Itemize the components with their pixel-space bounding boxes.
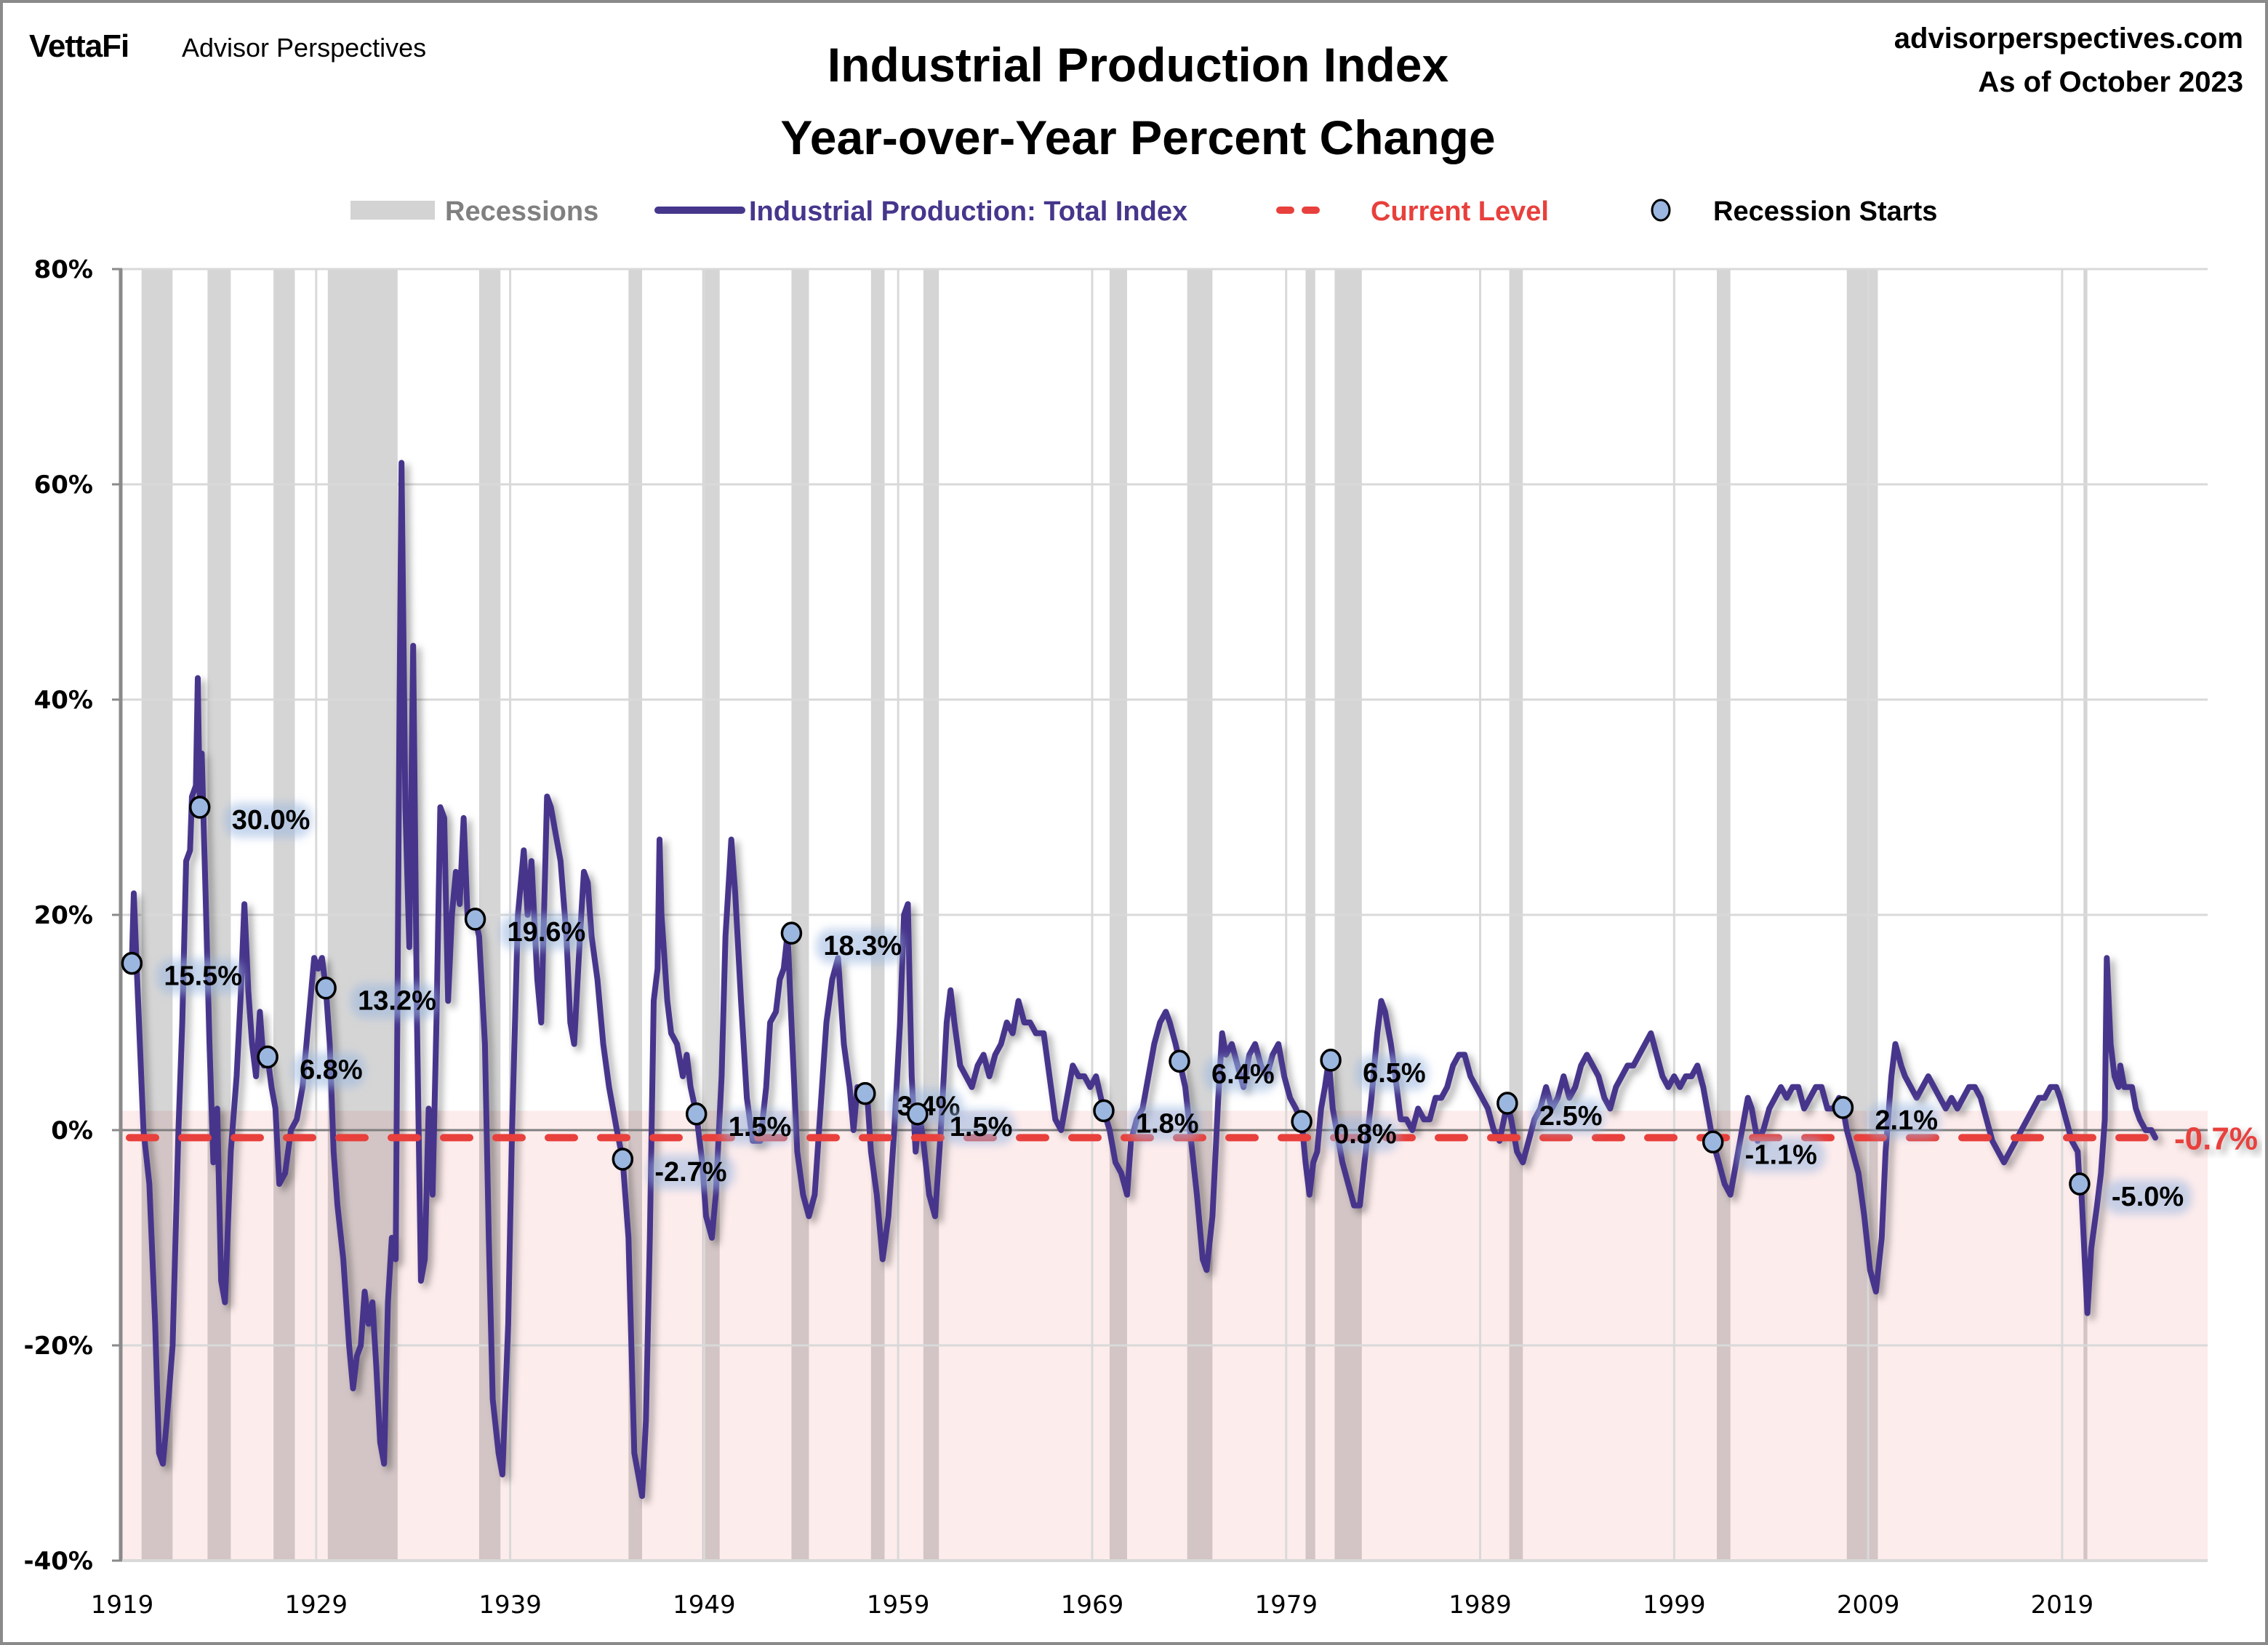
data-label-glow (1737, 1137, 1825, 1173)
data-label-glow (2104, 1180, 2192, 1214)
data-label-glow (224, 803, 312, 838)
brand-name: VettaFi (29, 28, 129, 64)
data-label-glow (1531, 1099, 1605, 1134)
x-tick-label: 1959 (867, 1590, 930, 1620)
recession-swatch-icon (350, 201, 435, 220)
recession-start-label: 6.4% (1211, 1059, 1275, 1089)
data-label-glow (156, 958, 244, 994)
recession-start-marker (257, 1045, 279, 1069)
recession-start-marker (1832, 1096, 1854, 1119)
x-tick-label: 2009 (1837, 1590, 1900, 1620)
data-label-glow (292, 1052, 366, 1088)
recession-start-label: 13.2% (358, 986, 436, 1017)
recession-start-label: 1.5% (950, 1112, 1013, 1142)
recession-start-label: 2.5% (1539, 1101, 1603, 1132)
recession-start-marker (854, 1081, 876, 1105)
legend-label-series: Industrial Production: Total Index (749, 196, 1187, 227)
recession-start-marker (907, 1102, 929, 1126)
x-tick-label: 1929 (285, 1590, 348, 1620)
recession-start-marker (1702, 1130, 1724, 1154)
legend-label-recessions: Recessions (445, 196, 598, 227)
recession-start-label: 6.8% (300, 1054, 363, 1085)
data-label-glow (350, 983, 438, 1019)
x-tick-label: 1919 (91, 1590, 154, 1620)
recession-start-marker (2069, 1172, 2091, 1196)
recession-start-marker (780, 921, 803, 945)
recession-start-label: 30.0% (232, 805, 310, 836)
recession-start-label: 1.8% (1136, 1108, 1199, 1139)
recession-start-label: -5.0% (2112, 1182, 2184, 1212)
brand-subtitle: Advisor Perspectives (182, 33, 426, 63)
recession-start-label: -1.1% (1745, 1140, 1817, 1170)
recession-start-marker (1320, 1049, 1342, 1072)
data-label-glow (1128, 1106, 1201, 1142)
recession-start-marker (1496, 1092, 1518, 1115)
y-tick-label: 20% (34, 901, 93, 930)
marker-circle-icon (1651, 199, 1671, 222)
legend-item-starts: Recession Starts (1651, 196, 1937, 227)
recession-start-label: 6.5% (1363, 1058, 1426, 1089)
recession-start-label: 0.8% (1334, 1119, 1397, 1150)
y-tick-label: 40% (34, 686, 93, 715)
recession-start-marker (1291, 1110, 1313, 1133)
legend-label-current: Current Level (1371, 196, 1549, 227)
source-site: advisorperspectives.com (1894, 23, 2243, 55)
data-label-glow (1204, 1057, 1278, 1092)
recession-start-marker (1093, 1099, 1115, 1123)
legend: Recessions Industrial Production: Total … (350, 196, 1937, 227)
chart-subtitle: Year-over-Year Percent Change (780, 111, 1495, 164)
chart-title: Industrial Production Index (828, 38, 1449, 92)
y-tick-label: 0% (51, 1116, 93, 1145)
recession-start-marker (121, 951, 143, 975)
y-tick-label: -20% (24, 1332, 94, 1361)
series-layer (129, 460, 2158, 1500)
legend-label-starts: Recession Starts (1713, 196, 1937, 227)
data-label-glow (500, 914, 588, 950)
data-label-glow (1867, 1102, 1941, 1138)
legend-item-series: Industrial Production: Total Index (654, 196, 1187, 227)
data-label-glow (816, 929, 904, 964)
x-tick-label: 1969 (1061, 1590, 1124, 1620)
data-label-glow (1355, 1055, 1429, 1091)
recession-start-marker (188, 796, 211, 819)
x-tick-label: 1949 (673, 1590, 736, 1620)
as-of-date: As of October 2023 (1978, 66, 2243, 98)
legend-item-recessions: Recessions (350, 196, 598, 227)
data-label-glow (647, 1154, 735, 1190)
recession-start-label: 19.6% (508, 917, 586, 948)
y-tick-label: 60% (34, 471, 93, 500)
recession-start-marker (464, 908, 486, 931)
data-label-glow (1326, 1117, 1400, 1153)
recession-start-marker (685, 1102, 708, 1126)
x-axis-ticks: 1919 1929 1939 1949 1959 1969 1979 1989 1999 2009… (91, 1590, 2093, 1620)
y-tick-label: -40% (24, 1547, 94, 1576)
series-line (129, 460, 2158, 1500)
x-tick-label: 1939 (478, 1590, 542, 1620)
recession-start-label: 18.3% (823, 931, 902, 961)
recession-start-label: 2.1% (1875, 1105, 1938, 1136)
x-tick-label: 1989 (1448, 1590, 1512, 1620)
recession-start-markers: 15.5%30.0%6.8%13.2%19.6%-2.7%1.5%18.3%3.… (121, 796, 2192, 1214)
recession-start-label: 15.5% (164, 961, 242, 992)
x-tick-label: 2019 (2031, 1590, 2094, 1620)
recession-start-marker (315, 976, 337, 1000)
x-tick-label: 1979 (1254, 1590, 1318, 1620)
x-tick-label: 1999 (1643, 1590, 1706, 1620)
y-axis-ticks: 80% 60% 40% 20% 0% -20% -40% (24, 255, 94, 1576)
recession-start-marker (612, 1148, 634, 1171)
brand-logo: VettaFi Advisor Perspectives (29, 28, 426, 64)
recession-start-label: 1.5% (729, 1112, 792, 1142)
recession-start-marker (1169, 1049, 1190, 1073)
legend-item-current: Current Level (1276, 196, 1549, 227)
y-tick-label: 80% (34, 255, 93, 284)
data-label-glow (942, 1109, 1015, 1145)
data-label-glow (721, 1109, 794, 1145)
current-level-label: -0.7% (2174, 1121, 2258, 1156)
recession-start-label: -2.7% (654, 1157, 726, 1188)
